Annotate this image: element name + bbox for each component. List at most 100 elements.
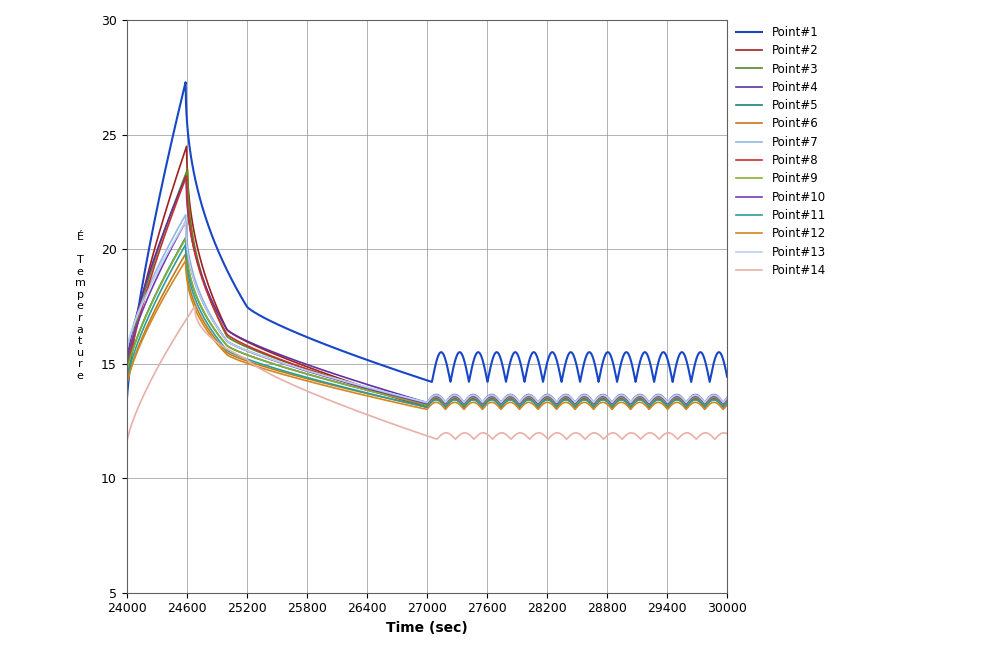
Point#4	[260, 345, 272, 353]
Point#8	[721, 398, 733, 406]
Point#7	[347, 380, 359, 387]
Point#12	[721, 401, 733, 409]
Point#2	[717, 403, 729, 411]
Point#12	[263, 367, 275, 374]
Point#14	[263, 370, 275, 378]
Point#4	[717, 398, 729, 406]
Point#2	[716, 402, 728, 410]
Point#4	[267, 348, 279, 356]
Point#2	[260, 346, 272, 354]
Point#13	[716, 398, 728, 406]
Point#10	[263, 355, 275, 363]
Point#3	[389, 393, 401, 400]
Point#2	[389, 393, 401, 401]
Point#7	[721, 394, 733, 402]
Y-axis label: É
 
T
e
m
p
e
r
a
t
u
r
e: É T e m p e r a t u r e	[75, 232, 86, 381]
Point#9	[389, 393, 401, 401]
Point#4	[347, 376, 359, 384]
Point#10	[717, 400, 729, 408]
Line: Point#7: Point#7	[126, 215, 727, 402]
Point#9	[347, 383, 359, 391]
Point#11	[347, 385, 359, 393]
Point#1	[721, 373, 733, 381]
Point#8	[267, 352, 279, 360]
Point#1	[347, 351, 359, 359]
Point#2	[180, 142, 192, 150]
Point#13	[347, 380, 359, 387]
Point#4	[389, 389, 401, 397]
Point#2	[721, 398, 733, 406]
Point#6	[267, 365, 279, 373]
Point#5	[717, 401, 729, 409]
Point#3	[181, 165, 193, 173]
Line: Point#1: Point#1	[126, 82, 727, 405]
Point#9	[180, 234, 192, 242]
Point#9	[721, 396, 733, 404]
Point#3	[347, 380, 359, 387]
Point#3	[721, 396, 733, 404]
Point#5	[263, 359, 275, 367]
Point#3	[267, 354, 279, 361]
Point#12	[179, 257, 191, 265]
Point#10	[267, 356, 279, 364]
Point#14	[188, 303, 200, 311]
Point#13	[267, 356, 279, 363]
Point#6	[121, 383, 132, 391]
Point#14	[389, 421, 401, 429]
Point#13	[389, 391, 401, 398]
Point#9	[716, 400, 728, 408]
Point#1	[267, 318, 279, 326]
Line: Point#10: Point#10	[126, 222, 727, 404]
Point#10	[260, 354, 272, 362]
Line: Point#12: Point#12	[126, 261, 727, 410]
Point#5	[260, 358, 272, 365]
Point#5	[267, 359, 279, 367]
Point#10	[716, 399, 728, 407]
Point#10	[721, 395, 733, 403]
Point#6	[716, 402, 728, 410]
Point#8	[347, 381, 359, 389]
Point#6	[347, 386, 359, 394]
Point#7	[389, 391, 401, 398]
Point#9	[717, 401, 729, 409]
Point#10	[389, 392, 401, 400]
Point#11	[721, 398, 733, 406]
Line: Point#13: Point#13	[126, 222, 727, 402]
Point#5	[121, 371, 132, 379]
Point#8	[180, 172, 192, 180]
Point#10	[347, 380, 359, 388]
Point#6	[389, 396, 401, 404]
Point#7	[717, 398, 729, 406]
Point#13	[263, 355, 275, 363]
Point#11	[121, 378, 132, 386]
Point#13	[121, 348, 132, 356]
Point#5	[347, 383, 359, 391]
Point#1	[389, 366, 401, 374]
Point#5	[716, 400, 728, 408]
Point#9	[260, 358, 272, 365]
Point#2	[263, 348, 275, 356]
Point#2	[347, 379, 359, 387]
Point#6	[260, 363, 272, 371]
Point#4	[263, 346, 275, 354]
Point#13	[179, 218, 191, 226]
Point#8	[716, 402, 728, 410]
Line: Point#6: Point#6	[126, 254, 727, 407]
Point#5	[179, 234, 191, 242]
Point#12	[267, 367, 279, 375]
Point#4	[180, 172, 192, 180]
Point#7	[260, 354, 272, 361]
Point#10	[179, 218, 191, 226]
Point#12	[716, 405, 728, 413]
Point#2	[121, 378, 132, 386]
Point#12	[389, 398, 401, 406]
Point#7	[121, 348, 132, 356]
Point#8	[260, 350, 272, 358]
Point#4	[716, 398, 728, 406]
Point#3	[260, 351, 272, 359]
Point#11	[260, 361, 272, 369]
Point#11	[263, 363, 275, 370]
Point#5	[389, 393, 401, 401]
Point#5	[721, 396, 733, 404]
Line: Point#3: Point#3	[126, 169, 727, 405]
